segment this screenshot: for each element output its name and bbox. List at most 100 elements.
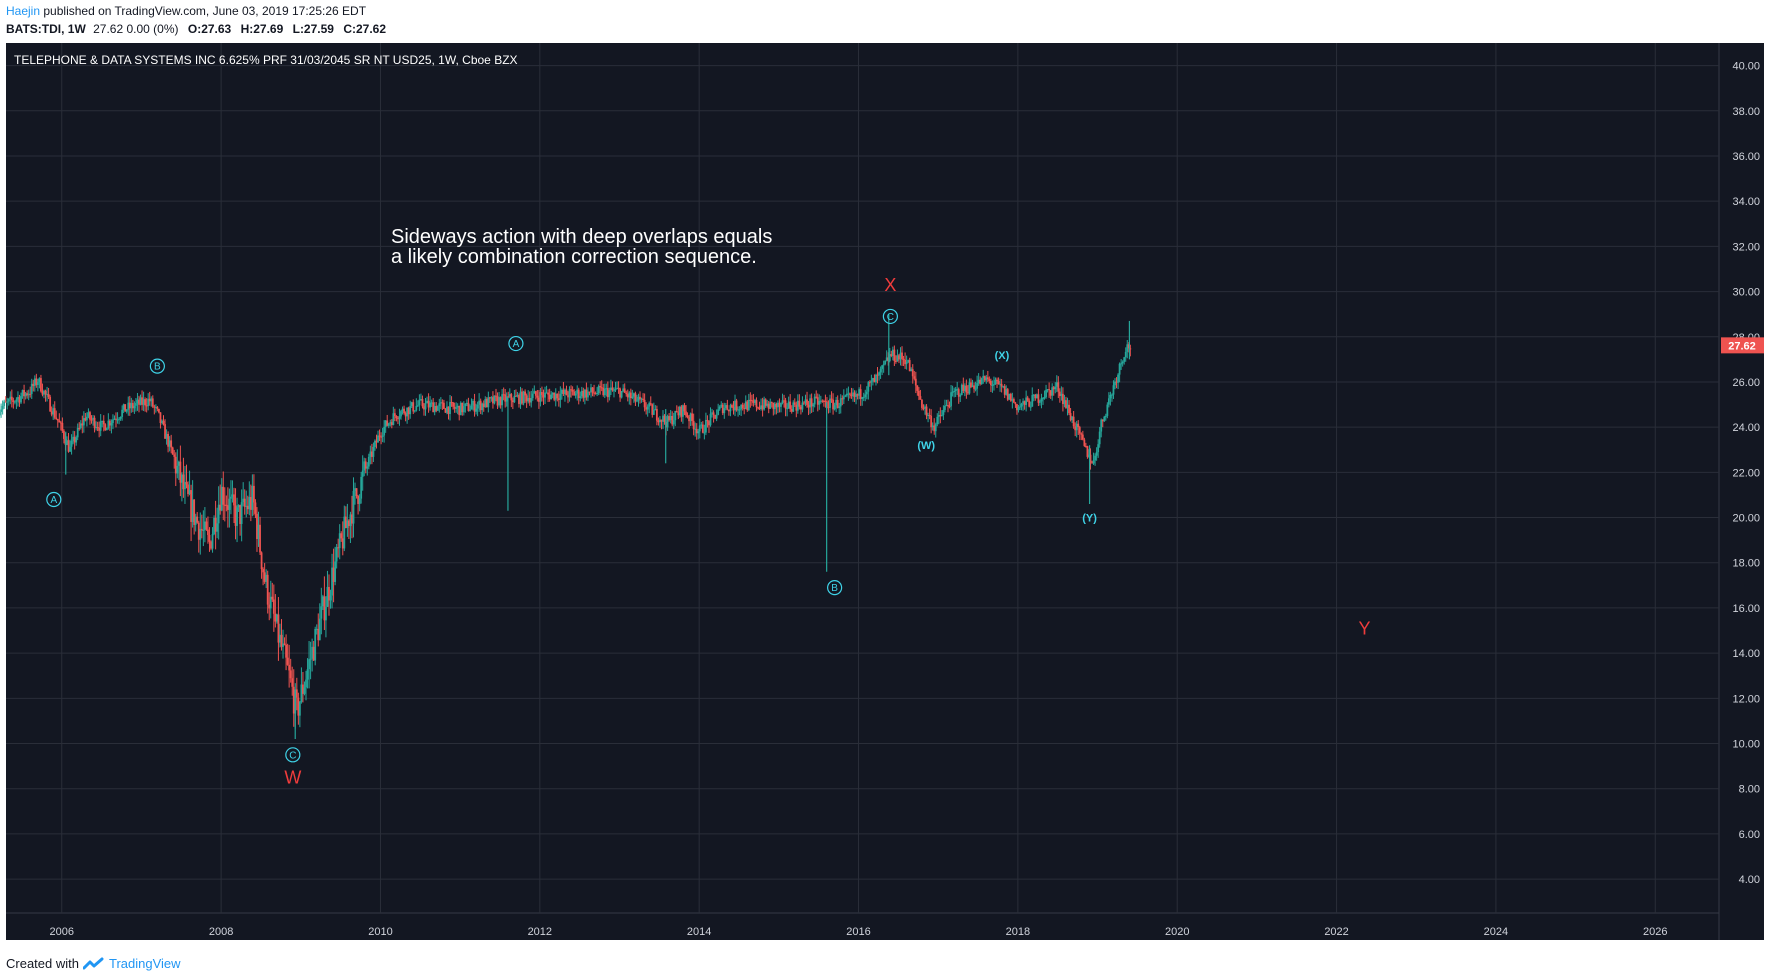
candle-body: [924, 406, 926, 409]
candle-body: [821, 400, 824, 402]
candle-body: [115, 418, 117, 420]
candle-body: [708, 421, 710, 426]
time-tick-label: 2010: [368, 926, 392, 938]
candle-body: [637, 396, 640, 401]
candle-body: [29, 393, 32, 395]
candle-body: [401, 408, 404, 412]
candle-body: [50, 411, 53, 415]
candle-body: [1112, 385, 1115, 395]
candle-body: [400, 411, 402, 417]
candle-body: [72, 436, 75, 441]
candle-body: [357, 496, 359, 504]
candle-body: [384, 420, 387, 427]
candle-body: [852, 392, 854, 397]
candle-body: [907, 360, 910, 363]
candle-body: [1068, 404, 1070, 414]
candle-body: [790, 409, 793, 412]
candle-body: [191, 499, 194, 522]
candle-body: [717, 409, 720, 415]
candle-body: [17, 397, 19, 400]
candle-body: [970, 382, 972, 388]
wave-label-major: X: [884, 275, 896, 295]
candle-body: [560, 389, 563, 394]
candle-body: [439, 402, 442, 404]
candle-body: [1005, 389, 1008, 395]
candle-body: [6, 401, 9, 403]
candle-body: [207, 529, 209, 535]
candle-body: [743, 407, 746, 410]
candle-body: [259, 524, 261, 553]
candle-body: [1114, 381, 1116, 386]
candle-body: [171, 447, 174, 455]
candle-body: [1121, 361, 1124, 364]
candle-body: [421, 399, 424, 407]
chart-title: TELEPHONE & DATA SYSTEMS INC 6.625% PRF …: [14, 53, 518, 67]
candle-body: [211, 534, 214, 549]
candle-body: [101, 420, 104, 422]
candle-body: [318, 618, 321, 641]
candle-body: [726, 405, 729, 410]
candle-body: [1065, 400, 1067, 408]
candle-body: [208, 534, 211, 542]
author-link[interactable]: Haejin: [6, 4, 41, 18]
candle-body: [545, 392, 548, 394]
candle-body: [747, 399, 750, 411]
candle-body: [194, 516, 197, 525]
candle-body: [574, 393, 577, 396]
candle-body: [752, 400, 755, 403]
candle-body: [0, 409, 2, 412]
candle-body: [495, 395, 497, 397]
candle-body: [372, 446, 375, 457]
price-axis[interactable]: [1719, 43, 1764, 940]
candle-body: [620, 391, 623, 398]
candle-body: [219, 504, 222, 511]
candle-body: [104, 424, 107, 431]
open-label: O:27.63: [187, 22, 232, 36]
candle-body: [842, 396, 845, 400]
candle-body: [1106, 404, 1109, 416]
candle-body: [648, 403, 651, 407]
candle-body: [305, 679, 307, 688]
candle-body: [1083, 439, 1086, 446]
candle-body: [98, 427, 101, 431]
candle-body: [810, 398, 813, 407]
candle-body: [360, 476, 363, 499]
candle-body: [689, 413, 692, 422]
candle-body: [1048, 389, 1051, 391]
candle-body: [420, 399, 422, 401]
candle-body: [475, 408, 477, 412]
candle-body: [792, 402, 795, 412]
candle-body: [302, 684, 304, 694]
candle-body: [269, 596, 272, 609]
candle-body: [542, 394, 545, 398]
candle-body: [217, 504, 220, 524]
candle-body: [499, 397, 502, 406]
candle-body: [328, 586, 330, 601]
candle-body: [891, 349, 894, 357]
candle-body: [214, 517, 217, 532]
candle-body: [836, 399, 839, 408]
candle-body: [1035, 394, 1038, 399]
price-tick-label: 14.00: [1732, 648, 1760, 660]
candle-body: [974, 388, 977, 390]
candle-body: [397, 418, 399, 420]
candle-body: [121, 409, 124, 417]
candle-body: [484, 399, 487, 407]
candle-body: [1066, 404, 1069, 408]
candle-body: [240, 502, 243, 524]
candle-body: [565, 389, 568, 396]
candle-body: [583, 389, 586, 398]
candle-body: [487, 397, 490, 408]
candle-body: [335, 547, 338, 562]
candle-body: [605, 388, 608, 390]
candle-body: [1127, 344, 1130, 349]
candle-body: [1020, 403, 1023, 407]
candle-body: [902, 358, 905, 360]
candle-body: [41, 391, 44, 395]
candle-body: [629, 392, 632, 399]
candle-body: [536, 395, 539, 398]
tradingview-brand-link[interactable]: TradingView: [108, 956, 181, 971]
candle-body: [63, 430, 65, 439]
candle-body: [3, 401, 6, 406]
